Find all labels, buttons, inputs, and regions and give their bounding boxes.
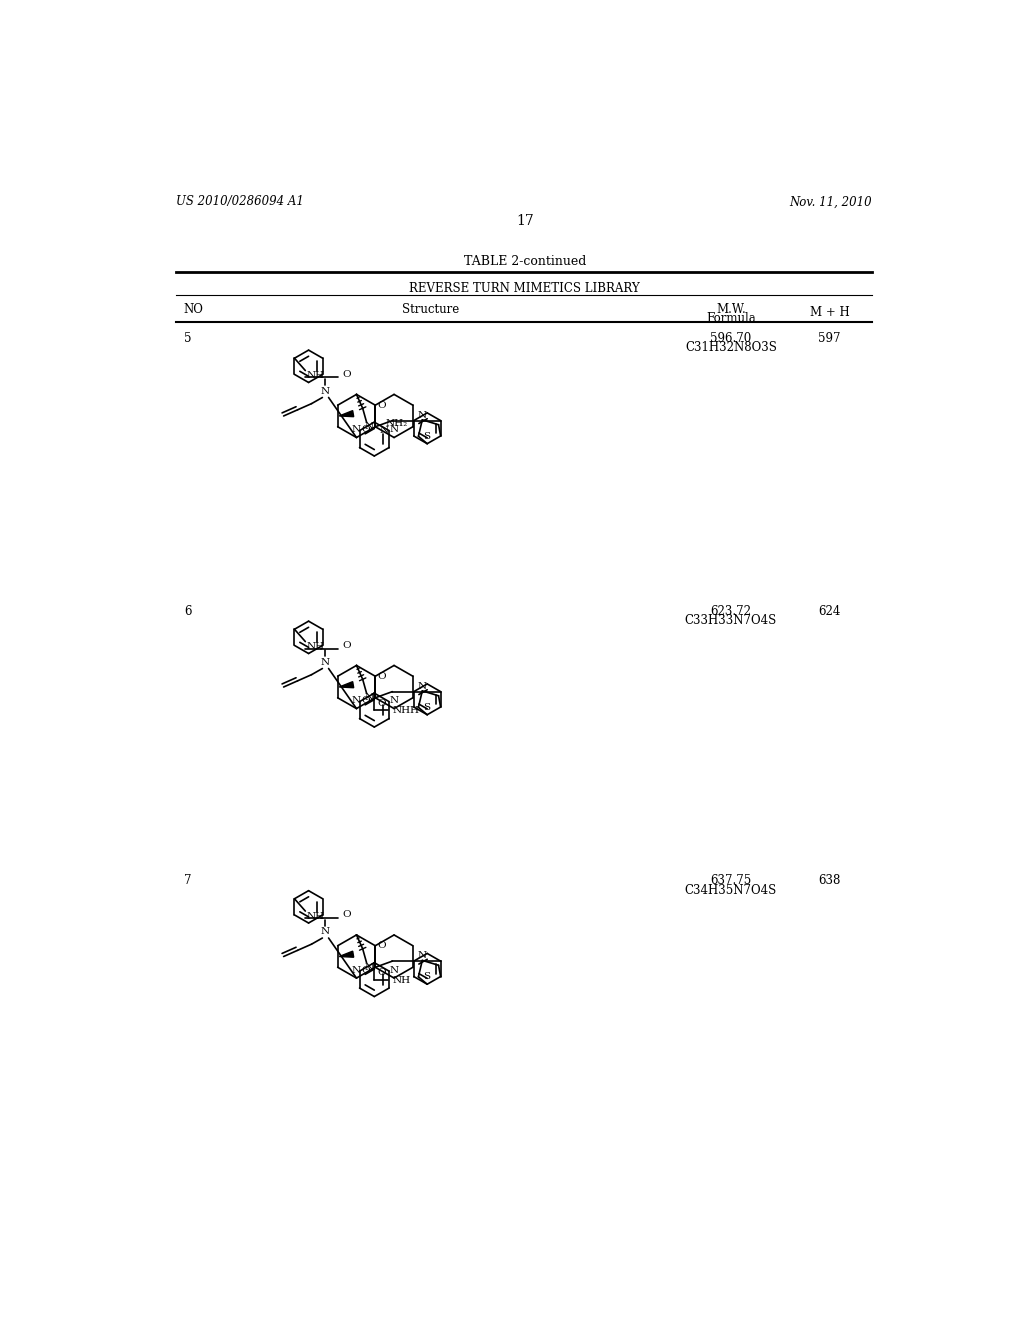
Text: N: N — [365, 693, 374, 702]
Text: 597: 597 — [818, 331, 841, 345]
Text: 5: 5 — [183, 331, 191, 345]
Text: NH: NH — [307, 371, 325, 380]
Text: H: H — [410, 706, 419, 715]
Text: S: S — [423, 702, 430, 711]
Polygon shape — [339, 952, 353, 957]
Text: N: N — [389, 966, 398, 975]
Text: 7: 7 — [183, 875, 191, 887]
Text: N: N — [365, 422, 374, 432]
Text: O: O — [343, 370, 351, 379]
Text: N: N — [418, 411, 427, 420]
Text: 17: 17 — [516, 214, 534, 228]
Text: 637.75: 637.75 — [711, 875, 752, 887]
Text: O: O — [377, 672, 386, 681]
Text: N: N — [321, 657, 330, 667]
Text: TABLE 2-continued: TABLE 2-continued — [464, 255, 586, 268]
Text: N: N — [380, 426, 389, 436]
Text: N: N — [418, 682, 427, 690]
Text: N: N — [352, 966, 361, 975]
Text: C33H33N7O4S: C33H33N7O4S — [685, 614, 777, 627]
Text: S: S — [423, 973, 430, 981]
Text: O: O — [361, 966, 371, 975]
Text: S: S — [423, 432, 430, 441]
Text: N: N — [321, 387, 330, 396]
Text: 6: 6 — [183, 605, 191, 618]
Text: O: O — [377, 401, 386, 409]
Text: O: O — [343, 642, 351, 649]
Text: N: N — [352, 425, 361, 434]
Text: N: N — [389, 425, 398, 434]
Text: N: N — [418, 952, 427, 961]
Text: M.W.: M.W. — [716, 304, 745, 317]
Polygon shape — [339, 411, 353, 417]
Text: NO: NO — [183, 304, 204, 317]
Text: N: N — [321, 928, 330, 936]
Text: M + H: M + H — [810, 306, 849, 319]
Text: N: N — [365, 962, 374, 972]
Text: O: O — [377, 941, 386, 950]
Text: 638: 638 — [818, 875, 841, 887]
Text: NH: NH — [393, 706, 411, 715]
Text: Nov. 11, 2010: Nov. 11, 2010 — [790, 195, 872, 209]
Text: REVERSE TURN MIMETICS LIBRARY: REVERSE TURN MIMETICS LIBRARY — [410, 281, 640, 294]
Text: 596.70: 596.70 — [711, 331, 752, 345]
Text: O: O — [343, 911, 351, 920]
Text: 624: 624 — [818, 605, 841, 618]
Text: N: N — [389, 697, 398, 705]
Text: NH₂: NH₂ — [385, 420, 408, 428]
Text: Structure: Structure — [401, 304, 459, 317]
Text: 623.72: 623.72 — [711, 605, 752, 618]
Polygon shape — [339, 681, 353, 688]
Text: US 2010/0286094 A1: US 2010/0286094 A1 — [176, 195, 304, 209]
Text: NH: NH — [393, 975, 411, 985]
Text: C31H32N8O3S: C31H32N8O3S — [685, 341, 777, 354]
Text: O: O — [378, 968, 386, 977]
Text: NH: NH — [307, 643, 325, 651]
Text: C34H35N7O4S: C34H35N7O4S — [685, 884, 777, 896]
Text: NH: NH — [307, 912, 325, 921]
Text: O: O — [361, 697, 371, 705]
Text: O: O — [361, 425, 371, 434]
Text: Formula: Formula — [707, 313, 756, 326]
Text: N: N — [352, 697, 361, 705]
Text: O: O — [378, 698, 386, 708]
